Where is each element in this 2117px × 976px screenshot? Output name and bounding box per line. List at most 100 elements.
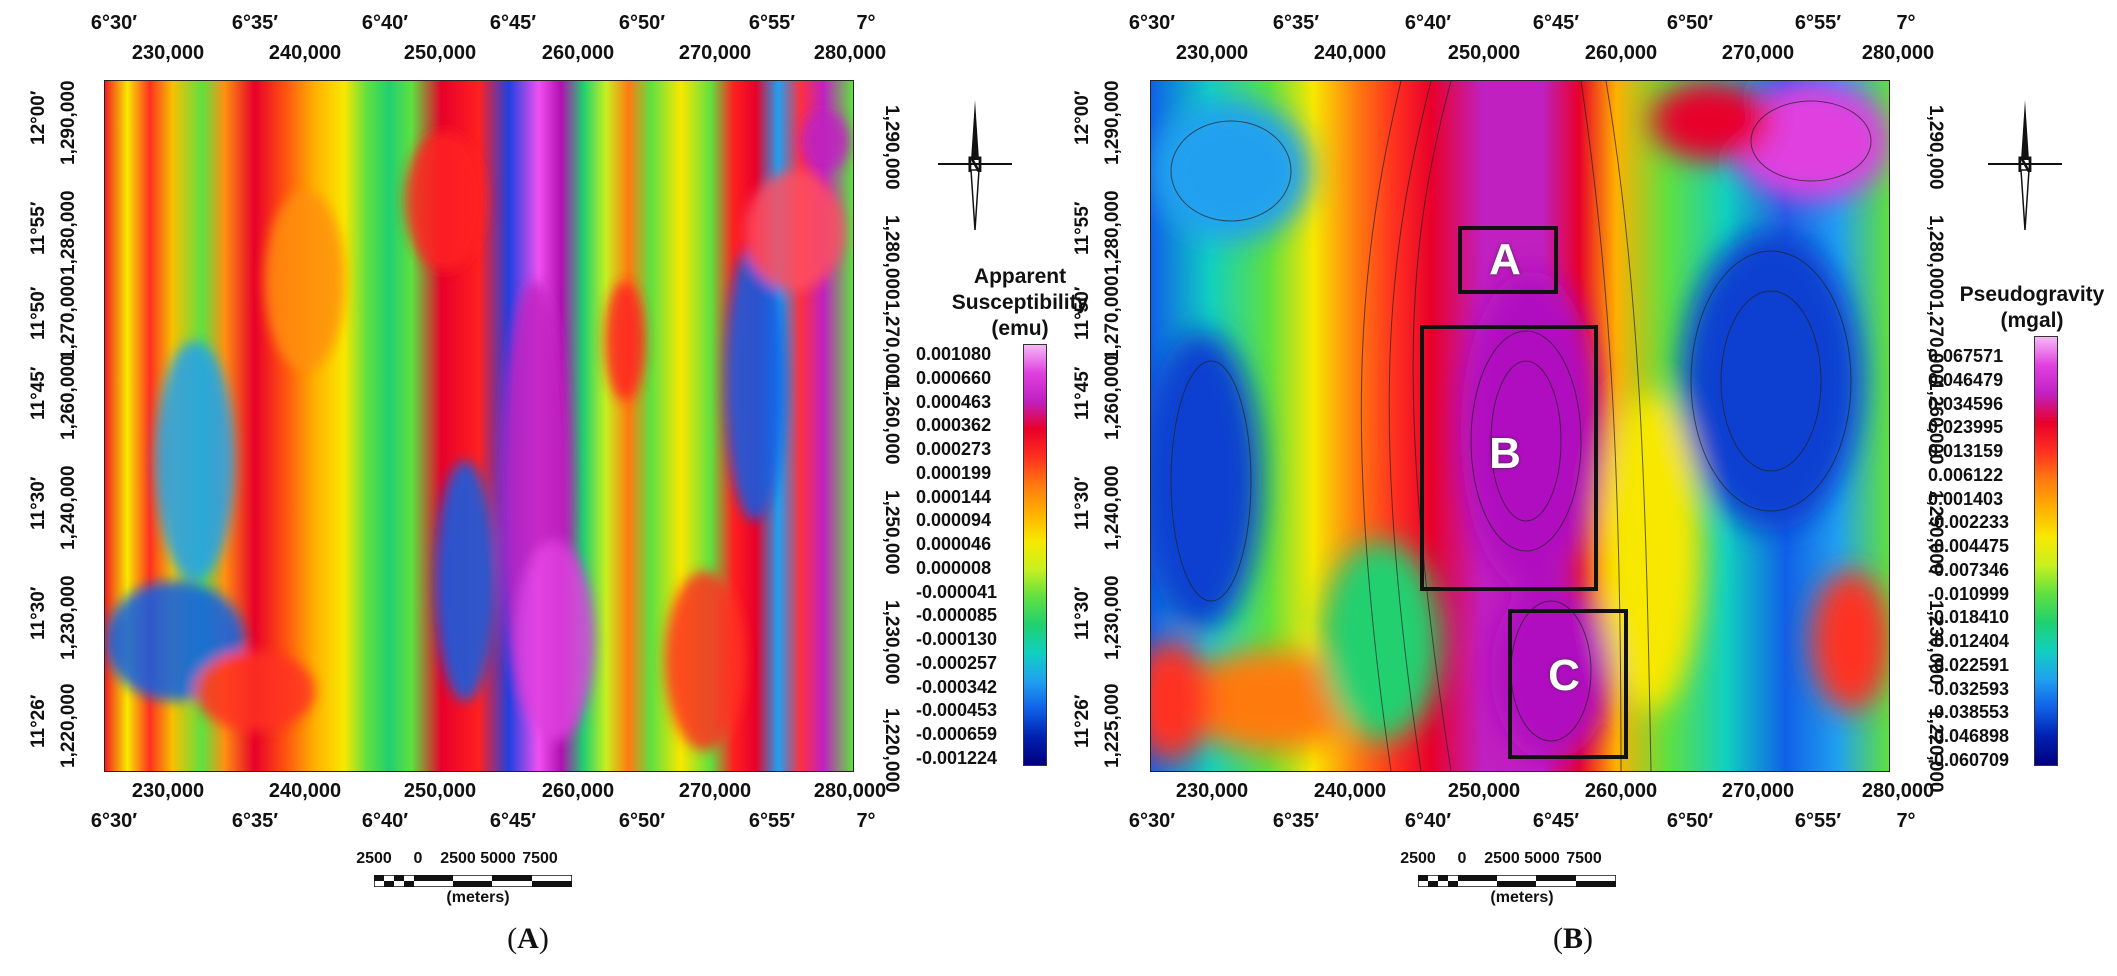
legend-value: 0.001403 bbox=[1928, 488, 2004, 509]
northing-label-right: 1,260,000 bbox=[1925, 380, 1946, 465]
northing-label-left: 1,240,000 bbox=[58, 465, 79, 550]
legend-title: Apparent Susceptibility (emu) bbox=[920, 264, 1120, 342]
northing-label-left: 1,225,000 bbox=[1102, 683, 1123, 768]
pseudogravity-color-ramp bbox=[2034, 336, 2058, 766]
longitude-label-top: 6°50′ bbox=[1666, 12, 1714, 34]
legend-value: 0.000362 bbox=[916, 415, 992, 436]
longitude-label-top: 6°45′ bbox=[489, 12, 537, 34]
legend-value: -0.022591 bbox=[1928, 654, 2010, 675]
legend-value: -0.000342 bbox=[916, 676, 998, 697]
latitude-label: 11°55′ bbox=[1072, 201, 1093, 255]
northing-label-right: 1,280,000 bbox=[881, 215, 902, 300]
legend-value: 0.067571 bbox=[1928, 346, 2004, 366]
scale-tick-label: 2500 bbox=[356, 850, 392, 867]
longitude-label-bottom: 6°35′ bbox=[231, 810, 279, 832]
latitude-label: 11°26′ bbox=[28, 694, 49, 748]
easting-label-bottom: 250,000 bbox=[1447, 780, 1521, 802]
easting-label-bottom: 280,000 bbox=[1861, 780, 1935, 802]
northing-label-left: 1,220,000 bbox=[58, 683, 79, 768]
northing-label-left: 1,270,000 bbox=[1102, 275, 1123, 360]
easting-label-top: 270,000 bbox=[678, 42, 752, 64]
northing-label-left: 1,260,000 bbox=[58, 355, 79, 440]
easting-label-bottom: 270,000 bbox=[1721, 780, 1795, 802]
legend-title-line: (mgal) bbox=[2000, 309, 2064, 332]
northing-label-left: 1,230,000 bbox=[58, 575, 79, 660]
northing-label-right: 1,250,000 bbox=[1925, 490, 1946, 575]
north-arrow-icon bbox=[1988, 100, 2062, 235]
north-label: N bbox=[2017, 152, 2033, 177]
easting-label-top: 280,000 bbox=[813, 42, 887, 64]
legend-value: 0.000273 bbox=[916, 439, 992, 460]
longitude-label-bottom: 6°35′ bbox=[1272, 810, 1320, 832]
easting-label-bottom: 250,000 bbox=[403, 780, 477, 802]
northing-label-left: 1,290,000 bbox=[1102, 80, 1123, 165]
longitude-label-top: 6°40′ bbox=[1404, 12, 1452, 34]
legend-value: 0.006122 bbox=[1928, 464, 2004, 485]
legend-value: -0.032593 bbox=[1928, 678, 2010, 699]
legend-value: -0.007346 bbox=[1928, 559, 2010, 580]
legend-value: -0.000041 bbox=[916, 581, 998, 602]
northing-label-right: 1,230,000 bbox=[1925, 600, 1946, 685]
anomaly-label-b: B bbox=[1489, 429, 1521, 478]
longitude-label-bottom: 6°40′ bbox=[1404, 810, 1452, 832]
easting-label-bottom: 240,000 bbox=[268, 780, 342, 802]
northing-label-right: 1,220,000 bbox=[881, 708, 902, 793]
legend-value: -0.018410 bbox=[1928, 607, 2010, 628]
latitude-label: 11°30′ bbox=[1072, 586, 1093, 640]
scale-tick-label: 0 bbox=[1457, 850, 1467, 867]
northing-label-right: 1,290,000 bbox=[1925, 105, 1946, 190]
legend-value: -0.010999 bbox=[1928, 583, 2010, 604]
panel-a-susceptibility-map: N Apparent Susceptibility (emu) 0.001080 0.… bbox=[0, 0, 1088, 976]
easting-label-bottom: 260,000 bbox=[541, 780, 615, 802]
easting-label-top: 240,000 bbox=[1313, 42, 1387, 64]
scale-tick-label: 5000 bbox=[1524, 850, 1560, 867]
longitude-label-bottom: 6°30′ bbox=[90, 810, 138, 832]
latitude-label: 11°50′ bbox=[1072, 286, 1093, 340]
scale-bar bbox=[373, 874, 573, 892]
northing-label-left: 1,280,000 bbox=[58, 190, 79, 275]
longitude-label-bottom: 6°45′ bbox=[489, 810, 537, 832]
legend-value: -0.000659 bbox=[916, 724, 998, 745]
easting-label-bottom: 270,000 bbox=[678, 780, 752, 802]
latitude-label: 12°00′ bbox=[1072, 90, 1093, 145]
longitude-label-bottom: 6°45′ bbox=[1532, 810, 1580, 832]
legend-value: -0.000257 bbox=[916, 652, 998, 673]
easting-label-bottom: 280,000 bbox=[813, 780, 887, 802]
susceptibility-map-image bbox=[104, 80, 854, 772]
longitude-label-top: 6°35′ bbox=[1272, 12, 1320, 34]
longitude-label-top: 6°55′ bbox=[1794, 12, 1842, 34]
easting-label-bottom: 260,000 bbox=[1584, 780, 1658, 802]
scale-tick-label: 2500 bbox=[440, 850, 476, 867]
northing-label-left: 1,270,000 bbox=[58, 275, 79, 360]
scale-unit-label: (meters) bbox=[446, 889, 510, 906]
easting-label-top: 260,000 bbox=[1584, 42, 1658, 64]
longitude-label-top: 6°45′ bbox=[1532, 12, 1580, 34]
panel-b-pseudogravity-map: A B C N Pseudogravity (mgal) 0.067571 0.04… bbox=[1058, 0, 2116, 976]
latitude-label: 11°45′ bbox=[28, 366, 49, 420]
latitude-label: 11°50′ bbox=[28, 286, 49, 340]
latitude-label: 11°55′ bbox=[28, 201, 49, 255]
legend-value: -0.001224 bbox=[916, 748, 998, 768]
easting-label-top: 260,000 bbox=[541, 42, 615, 64]
easting-label-top: 280,000 bbox=[1861, 42, 1935, 64]
latitude-label: 11°26′ bbox=[1072, 694, 1093, 748]
northing-label-right: 1,230,000 bbox=[881, 600, 902, 685]
legend-value: 0.000094 bbox=[916, 510, 992, 531]
legend-value: 0.046479 bbox=[1928, 369, 2004, 390]
anomaly-box-a bbox=[1458, 226, 1558, 294]
northing-label-left: 1,230,000 bbox=[1102, 575, 1123, 660]
legend-value: 0.000199 bbox=[916, 462, 992, 483]
longitude-label-top: 6°40′ bbox=[361, 12, 409, 34]
legend-value: -0.002233 bbox=[1928, 512, 2010, 533]
latitude-label: 11°30′ bbox=[28, 476, 49, 530]
easting-label-bottom: 240,000 bbox=[1313, 780, 1387, 802]
legend-value: -0.000453 bbox=[916, 700, 998, 721]
anomaly-label-c: C bbox=[1548, 651, 1580, 700]
scale-tick-label: 2500 bbox=[1400, 850, 1436, 867]
scale-tick-label: 0 bbox=[413, 850, 423, 867]
longitude-label-bottom: 6°55′ bbox=[748, 810, 796, 832]
anomaly-box-b bbox=[1420, 325, 1598, 591]
legend-value: 0.013159 bbox=[1928, 441, 2004, 462]
easting-label-top: 250,000 bbox=[1447, 42, 1521, 64]
northing-label-left: 1,280,000 bbox=[1102, 190, 1123, 275]
